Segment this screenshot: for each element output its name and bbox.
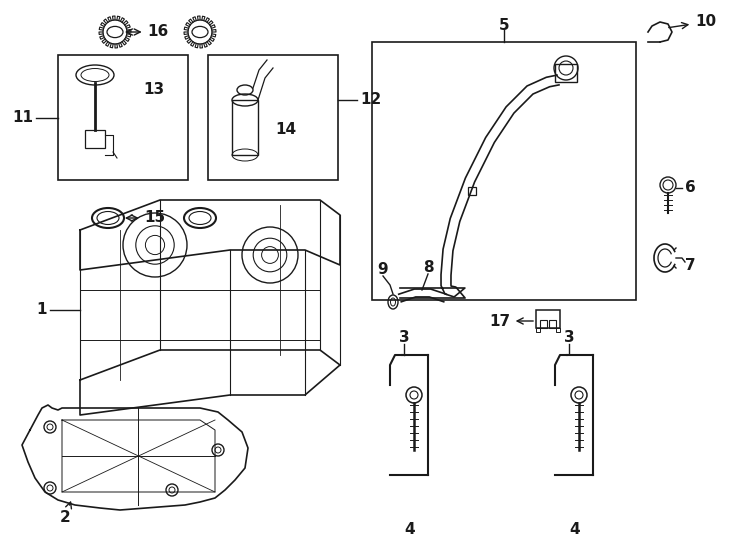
Text: 2: 2 bbox=[59, 502, 71, 525]
Bar bbox=[555, 64, 577, 82]
Text: 7: 7 bbox=[685, 258, 696, 273]
Text: 6: 6 bbox=[685, 180, 696, 195]
Bar bbox=[536, 328, 540, 332]
Text: 17: 17 bbox=[489, 314, 533, 328]
Text: 10: 10 bbox=[669, 15, 716, 30]
Bar bbox=[468, 187, 476, 195]
Bar bbox=[549, 320, 556, 328]
Text: 4: 4 bbox=[570, 523, 581, 537]
Text: 15: 15 bbox=[126, 211, 166, 226]
Bar bbox=[540, 320, 547, 328]
Text: 14: 14 bbox=[275, 123, 296, 138]
Text: 5: 5 bbox=[498, 18, 509, 33]
Text: 3: 3 bbox=[564, 330, 574, 346]
Text: 13: 13 bbox=[143, 83, 164, 98]
Text: 3: 3 bbox=[399, 330, 410, 346]
Bar bbox=[58, 55, 188, 180]
Text: 9: 9 bbox=[378, 262, 388, 278]
Bar bbox=[232, 100, 258, 155]
Text: 8: 8 bbox=[423, 260, 433, 275]
Text: 16: 16 bbox=[126, 24, 169, 39]
Bar bbox=[85, 130, 105, 148]
Text: 12: 12 bbox=[360, 92, 381, 107]
Bar bbox=[536, 310, 560, 328]
Bar bbox=[372, 42, 636, 300]
Bar bbox=[208, 55, 338, 180]
Text: 4: 4 bbox=[404, 523, 415, 537]
Text: 1: 1 bbox=[37, 302, 47, 318]
Bar bbox=[556, 328, 560, 332]
Text: 11: 11 bbox=[12, 111, 33, 125]
